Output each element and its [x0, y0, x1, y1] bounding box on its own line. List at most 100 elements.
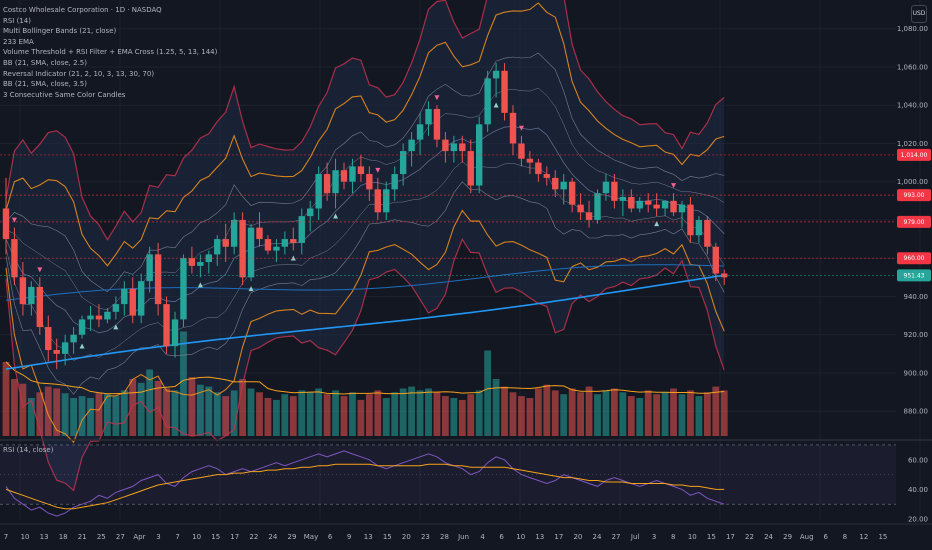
candle-body	[332, 170, 339, 194]
volume-bar	[163, 388, 170, 436]
volume-bar	[619, 392, 627, 436]
x-tick-label: 4	[480, 533, 485, 541]
sell-triangle	[518, 125, 524, 131]
legend-rsi[interactable]: RSI (14)	[3, 16, 31, 25]
candle-body	[416, 124, 424, 140]
volume-bar	[518, 396, 525, 436]
x-tick-label: 21	[78, 533, 87, 541]
rsi-tick-label: 40.00	[908, 486, 928, 494]
volume-bar	[475, 390, 483, 436]
bb-upper-1.5	[5, 52, 725, 293]
candle-body	[670, 200, 677, 213]
x-tick-label: 22	[745, 533, 754, 541]
legend-symbol[interactable]: Costco Wholesale Corporation · 1D · NASD…	[3, 6, 162, 14]
level-lines	[0, 154, 896, 276]
x-tick-label: 7	[4, 533, 8, 541]
rsi-tick-label: 20.00	[908, 516, 928, 524]
candle-body	[568, 181, 576, 205]
candle-body	[222, 239, 229, 247]
volume-bar	[61, 393, 69, 436]
candle-body	[146, 254, 153, 282]
price-tag	[897, 189, 931, 202]
volume-bar	[382, 398, 390, 436]
x-tick-label: Aug	[800, 533, 814, 541]
volume-bar	[129, 379, 137, 436]
candle-body	[154, 254, 162, 305]
candle-body	[442, 139, 449, 152]
buy-triangle	[79, 343, 85, 349]
legend-volume-threshold[interactable]: Volume Threshold + RSI Filter + EMA Cros…	[3, 48, 218, 57]
candle-body	[163, 304, 170, 347]
candle-body	[602, 181, 610, 194]
legend-bb-3-5[interactable]: BB (21, SMA, close, 3.5)	[3, 80, 87, 89]
volume-bar	[230, 390, 238, 436]
candle-body	[281, 239, 289, 247]
x-tick-label: 10	[21, 533, 30, 541]
rsi-tick-label: 60.00	[908, 456, 928, 464]
candle-body	[476, 124, 483, 186]
price-tag-label: 951.43	[904, 272, 925, 279]
x-tick-label: 13	[40, 533, 49, 541]
volume-bar	[560, 394, 568, 436]
volume-bar	[585, 386, 593, 436]
price-tag-label: 979.00	[904, 219, 925, 226]
sell-triangle	[37, 267, 43, 273]
volume-bar	[703, 392, 711, 436]
legend-ema[interactable]: 233 EMA	[3, 37, 34, 46]
x-tick-label: 9	[347, 533, 351, 541]
x-tick-label: 27	[612, 533, 621, 541]
legend-bb-2-5[interactable]: BB (21, SMA, close, 2.5)	[3, 58, 87, 67]
volume-bar	[349, 392, 356, 436]
y-tick-label: 1,080.00	[897, 25, 928, 33]
currency-button[interactable]: USD	[911, 5, 927, 23]
volume-bar	[450, 398, 458, 436]
price-tag-label: 960.00	[904, 255, 925, 262]
candle-body	[577, 204, 584, 213]
x-tick-label: 17	[230, 533, 239, 541]
candle-body	[53, 350, 60, 354]
volume-bar	[44, 386, 52, 436]
volume-bar	[340, 396, 348, 436]
volume-bar	[247, 388, 255, 436]
candle-body	[104, 311, 111, 320]
x-tick-label: 10	[688, 533, 697, 541]
candle-body	[687, 204, 694, 236]
volume-bar	[433, 392, 441, 436]
candle-body	[180, 258, 187, 320]
time-axis[interactable]: 7 10 13 18 21 25 27 Apr 3 7 10 15 17 22 24 29 May 6 9 13 15 2…	[0, 523, 932, 541]
rsi-panel[interactable]: 20.00 40.00 60.00	[0, 444, 928, 524]
x-tick-label: 6	[499, 533, 504, 541]
volume-bar	[551, 390, 559, 436]
x-tick-label: 8	[843, 533, 847, 541]
legend-multi-bb[interactable]: Multi Bollinger Bands (21, close)	[3, 27, 117, 36]
x-tick-label: 24	[593, 533, 602, 541]
volume-bar	[2, 361, 10, 436]
rsi-legend[interactable]: RSI (14, close)	[3, 446, 54, 454]
volume-bar	[87, 398, 94, 436]
volume-bar	[492, 379, 500, 436]
sell-triangle	[434, 95, 440, 101]
legend-reversal[interactable]: Reversal Indicator (21, 2, 10, 3, 13, 30…	[3, 69, 155, 78]
candle-body	[535, 162, 542, 175]
volume-bar	[611, 388, 618, 436]
volume-bar	[205, 386, 213, 436]
candle-body	[2, 208, 10, 240]
ema-233	[5, 274, 725, 370]
x-tick-label: 10	[516, 533, 525, 541]
candle-body	[594, 193, 601, 220]
price-tag-label: 1,014.00	[901, 152, 928, 159]
candle-body	[636, 200, 643, 209]
x-tick-label: 24	[764, 533, 773, 541]
x-tick-label: 25	[97, 533, 106, 541]
x-tick-label: 20	[573, 533, 582, 541]
price-axis[interactable]: 880.00900.00920.00940.00960.00980.001,00…	[897, 25, 931, 416]
buy-triangle	[248, 286, 254, 292]
legend-3-candles[interactable]: 3 Consecutive Same Color Candles	[3, 90, 126, 99]
candle-body	[61, 342, 69, 354]
x-tick-label: 20	[402, 533, 411, 541]
volume-bar	[213, 392, 221, 436]
sell-triangle	[671, 183, 677, 189]
candle-body	[230, 219, 238, 247]
candle-body	[501, 70, 508, 113]
